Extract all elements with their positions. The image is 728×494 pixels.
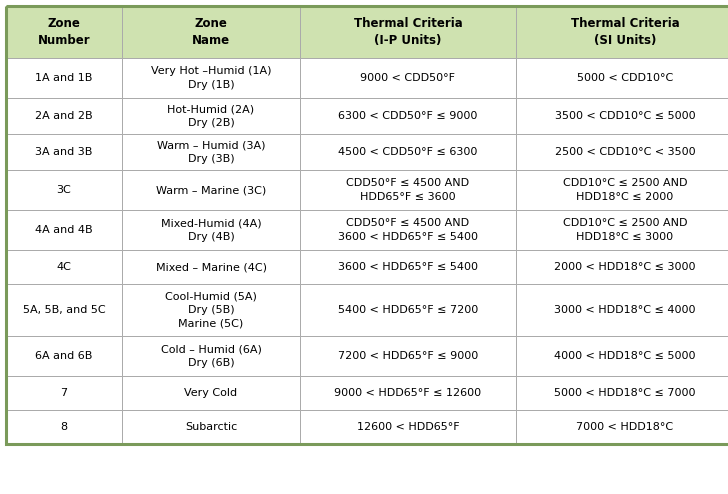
Text: CDD10°C ≤ 2500 AND
HDD18°C ≤ 2000: CDD10°C ≤ 2500 AND HDD18°C ≤ 2000 xyxy=(563,178,687,202)
Text: 3600 < HDD65°F ≤ 5400: 3600 < HDD65°F ≤ 5400 xyxy=(338,262,478,272)
Text: CDD10°C ≤ 2500 AND
HDD18°C ≤ 3000: CDD10°C ≤ 2500 AND HDD18°C ≤ 3000 xyxy=(563,218,687,242)
Bar xyxy=(6,210,122,250)
Text: Mixed-Humid (4A)
Dry (4B): Mixed-Humid (4A) Dry (4B) xyxy=(161,218,261,242)
Bar xyxy=(300,250,516,284)
Bar xyxy=(516,336,728,376)
Bar xyxy=(300,98,516,134)
Text: 5000 < HDD18°C ≤ 7000: 5000 < HDD18°C ≤ 7000 xyxy=(554,388,696,398)
Bar xyxy=(516,376,728,410)
Bar xyxy=(300,6,516,58)
Bar xyxy=(516,98,728,134)
Text: Cool-Humid (5A)
Dry (5B)
Marine (5C): Cool-Humid (5A) Dry (5B) Marine (5C) xyxy=(165,292,257,328)
Text: 4A and 4B: 4A and 4B xyxy=(35,225,92,235)
Bar xyxy=(516,134,728,170)
Text: 12600 < HDD65°F: 12600 < HDD65°F xyxy=(357,422,459,432)
Text: 4000 < HDD18°C ≤ 5000: 4000 < HDD18°C ≤ 5000 xyxy=(554,351,696,361)
Text: Very Cold: Very Cold xyxy=(184,388,237,398)
Bar xyxy=(122,376,300,410)
Bar xyxy=(300,134,516,170)
Bar xyxy=(6,284,122,336)
Bar xyxy=(6,58,122,98)
Bar xyxy=(122,58,300,98)
Text: 7: 7 xyxy=(60,388,68,398)
Text: Thermal Criteria
(SI Units): Thermal Criteria (SI Units) xyxy=(571,17,679,47)
Bar xyxy=(516,210,728,250)
Text: 9000 < HDD65°F ≤ 12600: 9000 < HDD65°F ≤ 12600 xyxy=(334,388,481,398)
Bar xyxy=(300,210,516,250)
Bar xyxy=(122,170,300,210)
Bar xyxy=(6,410,122,444)
Bar xyxy=(6,6,122,58)
Bar xyxy=(300,376,516,410)
Bar xyxy=(6,376,122,410)
Bar xyxy=(6,336,122,376)
Bar xyxy=(122,134,300,170)
Bar xyxy=(6,134,122,170)
Bar xyxy=(516,250,728,284)
Text: 5400 < HDD65°F ≤ 7200: 5400 < HDD65°F ≤ 7200 xyxy=(338,305,478,315)
Text: 5000 < CDD10°C: 5000 < CDD10°C xyxy=(577,73,673,83)
Text: Warm – Marine (3C): Warm – Marine (3C) xyxy=(156,185,266,195)
Text: Very Hot –Humid (1A)
Dry (1B): Very Hot –Humid (1A) Dry (1B) xyxy=(151,66,272,89)
Bar xyxy=(516,170,728,210)
Text: 3500 < CDD10°C ≤ 5000: 3500 < CDD10°C ≤ 5000 xyxy=(555,111,695,121)
Text: 2A and 2B: 2A and 2B xyxy=(35,111,92,121)
Text: 9000 < CDD50°F: 9000 < CDD50°F xyxy=(360,73,456,83)
Bar xyxy=(122,284,300,336)
Bar xyxy=(122,98,300,134)
Text: 3000 < HDD18°C ≤ 4000: 3000 < HDD18°C ≤ 4000 xyxy=(554,305,696,315)
Text: Cold – Humid (6A)
Dry (6B): Cold – Humid (6A) Dry (6B) xyxy=(161,344,261,368)
Bar xyxy=(300,58,516,98)
Text: Zone
Number: Zone Number xyxy=(38,17,90,47)
Text: CDD50°F ≤ 4500 AND
HDD65°F ≤ 3600: CDD50°F ≤ 4500 AND HDD65°F ≤ 3600 xyxy=(347,178,470,202)
Text: 3C: 3C xyxy=(57,185,71,195)
Bar xyxy=(300,284,516,336)
Text: 6300 < CDD50°F ≤ 9000: 6300 < CDD50°F ≤ 9000 xyxy=(339,111,478,121)
Text: CDD50°F ≤ 4500 AND
3600 < HDD65°F ≤ 5400: CDD50°F ≤ 4500 AND 3600 < HDD65°F ≤ 5400 xyxy=(338,218,478,242)
Bar xyxy=(516,6,728,58)
Text: Zone
Name: Zone Name xyxy=(192,17,230,47)
Text: 4500 < CDD50°F ≤ 6300: 4500 < CDD50°F ≤ 6300 xyxy=(339,147,478,157)
Text: 3A and 3B: 3A and 3B xyxy=(36,147,92,157)
Bar xyxy=(516,58,728,98)
Text: Hot-Humid (2A)
Dry (2B): Hot-Humid (2A) Dry (2B) xyxy=(167,104,255,127)
Text: 6A and 6B: 6A and 6B xyxy=(36,351,92,361)
Text: 7200 < HDD65°F ≤ 9000: 7200 < HDD65°F ≤ 9000 xyxy=(338,351,478,361)
Bar xyxy=(6,250,122,284)
Bar xyxy=(6,170,122,210)
Text: 1A and 1B: 1A and 1B xyxy=(36,73,92,83)
Text: Mixed – Marine (4C): Mixed – Marine (4C) xyxy=(156,262,266,272)
Bar xyxy=(6,98,122,134)
Text: 5A, 5B, and 5C: 5A, 5B, and 5C xyxy=(23,305,106,315)
Bar xyxy=(300,336,516,376)
Bar xyxy=(122,336,300,376)
Text: 4C: 4C xyxy=(57,262,71,272)
Text: 2500 < CDD10°C < 3500: 2500 < CDD10°C < 3500 xyxy=(555,147,695,157)
Text: Thermal Criteria
(I-P Units): Thermal Criteria (I-P Units) xyxy=(354,17,462,47)
Bar xyxy=(516,410,728,444)
Bar xyxy=(122,210,300,250)
Bar xyxy=(6,6,728,444)
Bar xyxy=(516,284,728,336)
Bar xyxy=(122,6,300,58)
Bar xyxy=(300,410,516,444)
Bar xyxy=(122,250,300,284)
Text: Warm – Humid (3A)
Dry (3B): Warm – Humid (3A) Dry (3B) xyxy=(157,140,265,164)
Text: 7000 < HDD18°C: 7000 < HDD18°C xyxy=(577,422,673,432)
Text: 2000 < HDD18°C ≤ 3000: 2000 < HDD18°C ≤ 3000 xyxy=(554,262,696,272)
Text: Subarctic: Subarctic xyxy=(185,422,237,432)
Bar xyxy=(300,170,516,210)
Bar xyxy=(122,410,300,444)
Text: 8: 8 xyxy=(60,422,68,432)
